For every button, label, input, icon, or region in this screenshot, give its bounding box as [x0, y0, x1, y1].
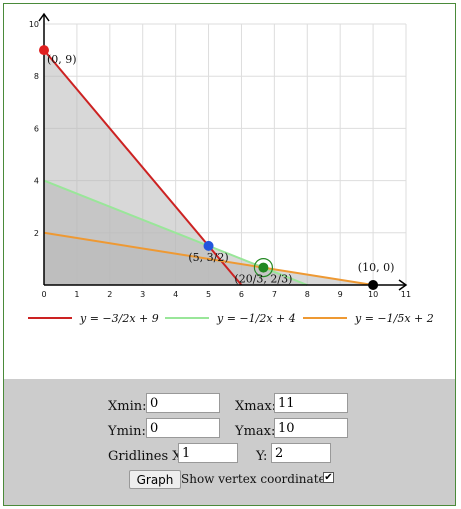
vertex-point [39, 45, 49, 56]
x-tick-label: 6 [239, 290, 244, 299]
xmax-input[interactable] [274, 393, 348, 413]
x-tick-label: 3 [140, 290, 145, 299]
x-tick-label: 0 [41, 290, 46, 299]
y-tick-label: 6 [34, 124, 39, 133]
vertex-label: (5, 3/2) [188, 251, 228, 264]
gridlines-y-input[interactable] [271, 443, 331, 463]
vertex-point [258, 262, 269, 273]
x-tick-label: 10 [368, 290, 378, 299]
vertex-point [203, 240, 214, 251]
x-tick-label: 8 [305, 290, 310, 299]
y-tick-label: 4 [34, 177, 39, 186]
legend-label: y = −3/2x + 9 [79, 312, 159, 325]
gridlines-x-input[interactable] [178, 443, 238, 463]
vertex-label: (0, 9) [47, 53, 77, 66]
graph-canvas: 0 1 2 3 4 5 6 7 8 9 10 11 2 4 6 8 10 (0, 9) (5, 3/2) (20/3… [28, 12, 434, 325]
vertices: (0, 9) (5, 3/2) (20/3, 2/3) (10, 0) [39, 45, 394, 290]
show-vertex-label: Show vertex coordinates [181, 472, 332, 486]
ymax-input[interactable] [274, 418, 348, 438]
x-tick-label: 7 [272, 290, 277, 299]
x-tick-label: 1 [74, 290, 79, 299]
x-tick-label: 11 [401, 290, 411, 299]
x-tick-label: 9 [338, 290, 343, 299]
y-tick-label: 10 [29, 20, 39, 29]
tick-labels: 0 1 2 3 4 5 6 7 8 9 10 11 2 4 6 8 10 [29, 20, 411, 299]
gridlines-x-label: Gridlines X: [108, 449, 186, 464]
x-tick-label: 2 [107, 290, 112, 299]
legend-label: y = −1/2x + 4 [216, 312, 296, 325]
legend: y = −3/2x + 9 y = −1/2x + 4 y = −1/5x + 2 [28, 312, 434, 325]
x-tick-label: 4 [173, 290, 178, 299]
y-axis-arrow-icon [38, 12, 50, 22]
ymin-label: Ymin: [108, 424, 146, 439]
vertex-label: (10, 0) [358, 261, 395, 274]
graph-button[interactable]: Graph [129, 470, 181, 489]
show-vertex-checkbox[interactable]: ✔ [323, 472, 334, 483]
series-line [43, 231, 374, 286]
xmax-label: Xmax: [235, 399, 277, 414]
controls-panel: Xmin: Xmax: Ymin: Ymax: Gridlines X: Y: … [4, 379, 455, 505]
gridlines-y-label: Y: [256, 449, 268, 464]
x-tick-label: 5 [206, 290, 211, 299]
xmin-input[interactable] [146, 393, 220, 413]
vertex-label: (20/3, 2/3) [234, 273, 292, 286]
y-tick-label: 8 [34, 72, 39, 81]
legend-label: y = −1/5x + 2 [354, 312, 434, 325]
vertex-highlight [253, 257, 274, 278]
axes [38, 12, 408, 291]
x-axis-arrow-icon [398, 279, 408, 291]
vertex-point [368, 280, 379, 290]
ymax-label: Ymax: [235, 424, 276, 439]
y-tick-label: 2 [34, 229, 39, 238]
checkmark-icon: ✔ [324, 472, 333, 483]
ymin-input[interactable] [146, 418, 220, 438]
xmin-label: Xmin: [108, 399, 147, 414]
